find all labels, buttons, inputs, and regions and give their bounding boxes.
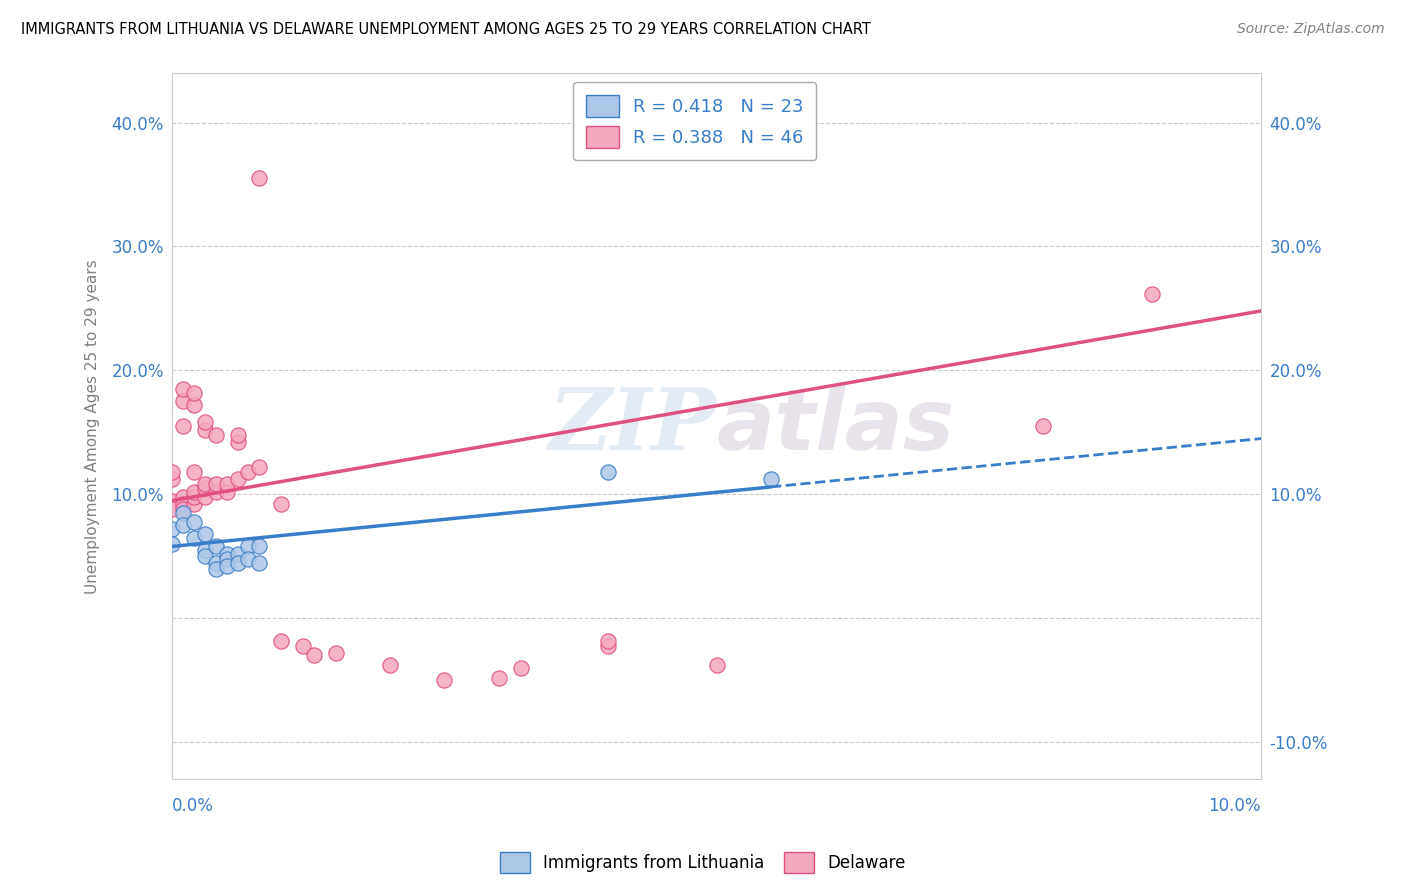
Point bbox=[270, 497, 292, 511]
Legend: R = 0.418   N = 23, R = 0.388   N = 46: R = 0.418 N = 23, R = 0.388 N = 46 bbox=[574, 82, 817, 161]
Point bbox=[204, 428, 226, 442]
Point bbox=[172, 497, 194, 511]
Point bbox=[172, 506, 194, 520]
Point bbox=[247, 556, 270, 570]
Point bbox=[162, 502, 184, 516]
Text: 0.0%: 0.0% bbox=[173, 797, 214, 815]
Point bbox=[172, 382, 194, 396]
Point bbox=[270, 633, 292, 648]
Text: 10.0%: 10.0% bbox=[1209, 797, 1261, 815]
Point bbox=[1140, 286, 1163, 301]
Point bbox=[194, 543, 217, 558]
Point bbox=[183, 531, 205, 545]
Point bbox=[215, 559, 238, 574]
Point bbox=[215, 477, 238, 491]
Point bbox=[204, 484, 226, 499]
Point bbox=[183, 385, 205, 400]
Point bbox=[162, 473, 184, 487]
Point bbox=[194, 527, 217, 541]
Point bbox=[238, 551, 260, 566]
Point bbox=[238, 465, 260, 479]
Point bbox=[488, 671, 510, 685]
Point bbox=[183, 497, 205, 511]
Point bbox=[247, 460, 270, 475]
Point bbox=[194, 416, 217, 430]
Point bbox=[247, 171, 270, 186]
Point bbox=[247, 540, 270, 554]
Point bbox=[215, 551, 238, 566]
Point bbox=[172, 394, 194, 409]
Point bbox=[194, 481, 217, 495]
Point bbox=[172, 419, 194, 434]
Point bbox=[204, 540, 226, 554]
Point bbox=[172, 490, 194, 504]
Text: IMMIGRANTS FROM LITHUANIA VS DELAWARE UNEMPLOYMENT AMONG AGES 25 TO 29 YEARS COR: IMMIGRANTS FROM LITHUANIA VS DELAWARE UN… bbox=[21, 22, 870, 37]
Point bbox=[596, 465, 619, 479]
Point bbox=[759, 473, 782, 487]
Point bbox=[1032, 419, 1054, 434]
Point bbox=[183, 515, 205, 529]
Point bbox=[596, 639, 619, 653]
Point bbox=[183, 484, 205, 499]
Point bbox=[325, 646, 347, 660]
Point bbox=[162, 522, 184, 536]
Point bbox=[183, 398, 205, 412]
Point bbox=[183, 465, 205, 479]
Point bbox=[194, 549, 217, 564]
Point bbox=[238, 540, 260, 554]
Point bbox=[215, 547, 238, 561]
Point bbox=[183, 490, 205, 504]
Point bbox=[162, 465, 184, 479]
Point bbox=[194, 423, 217, 437]
Point bbox=[204, 556, 226, 570]
Point bbox=[706, 658, 728, 673]
Text: Source: ZipAtlas.com: Source: ZipAtlas.com bbox=[1237, 22, 1385, 37]
Point bbox=[172, 518, 194, 533]
Point bbox=[204, 562, 226, 576]
Point bbox=[226, 556, 249, 570]
Legend: Immigrants from Lithuania, Delaware: Immigrants from Lithuania, Delaware bbox=[494, 846, 912, 880]
Point bbox=[194, 477, 217, 491]
Point bbox=[596, 633, 619, 648]
Point bbox=[172, 502, 194, 516]
Point bbox=[162, 537, 184, 551]
Point bbox=[509, 661, 531, 675]
Point bbox=[226, 428, 249, 442]
Point bbox=[226, 547, 249, 561]
Point bbox=[194, 490, 217, 504]
Point bbox=[215, 484, 238, 499]
Point bbox=[433, 673, 456, 688]
Text: atlas: atlas bbox=[717, 384, 955, 467]
Point bbox=[204, 477, 226, 491]
Point bbox=[302, 648, 325, 663]
Point bbox=[378, 658, 401, 673]
Point bbox=[226, 435, 249, 450]
Point bbox=[162, 493, 184, 508]
Point bbox=[226, 473, 249, 487]
Y-axis label: Unemployment Among Ages 25 to 29 years: Unemployment Among Ages 25 to 29 years bbox=[86, 259, 100, 593]
Text: ZIP: ZIP bbox=[548, 384, 717, 468]
Point bbox=[291, 639, 314, 653]
